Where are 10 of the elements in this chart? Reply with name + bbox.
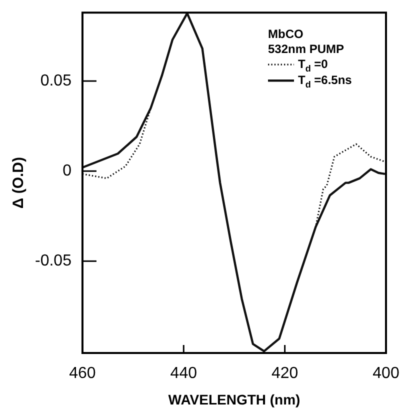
x-tick-label: 420 xyxy=(271,365,298,382)
legend-title: MbCO 532nm PUMP xyxy=(268,26,344,56)
x-tick-label: 460 xyxy=(69,365,96,382)
x-tick-label: 440 xyxy=(170,365,198,382)
y-axis-title: Δ (O.D) xyxy=(10,156,28,209)
y-tick-label: 0 xyxy=(62,162,72,180)
y-tick-label: 0.05 xyxy=(40,72,72,90)
x-axis-title: WAVELENGTH (nm) xyxy=(168,391,300,408)
x-tick-label: 400 xyxy=(372,365,400,382)
y-tick-label: -0.05 xyxy=(35,252,72,270)
